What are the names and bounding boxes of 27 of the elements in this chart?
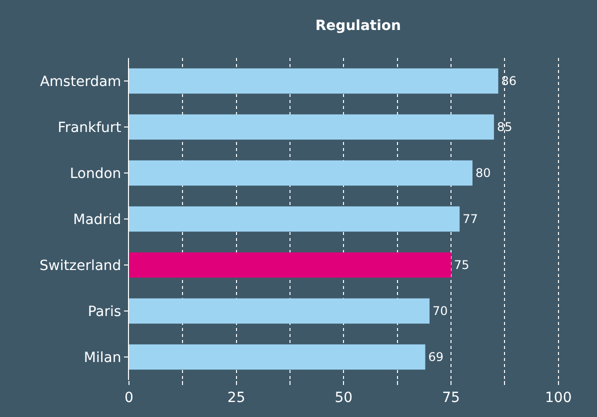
data-label: 86: [501, 74, 517, 88]
data-label: 75: [454, 258, 470, 272]
data-label: 77: [462, 212, 478, 226]
x-tick-label: 100: [544, 390, 572, 406]
y-tick-label: Milan: [84, 350, 122, 366]
y-tick-label: Switzerland: [40, 258, 122, 274]
bar: [129, 206, 460, 232]
x-tick-label: 25: [227, 390, 246, 406]
y-tick-label: Amsterdam: [40, 74, 122, 90]
chart-title: Regulation: [315, 18, 401, 34]
x-tick-label: 75: [442, 390, 460, 406]
bar: [129, 298, 430, 324]
bar: [129, 160, 472, 186]
data-label: 69: [428, 350, 444, 364]
y-tick-label: London: [70, 166, 122, 182]
data-label: 80: [475, 166, 491, 180]
y-tick-label: Frankfurt: [58, 120, 122, 136]
data-label: 85: [496, 120, 512, 134]
bar: [129, 344, 426, 370]
x-tick-label: 0: [124, 390, 134, 406]
bar: [129, 252, 452, 278]
y-tick-label: Paris: [88, 304, 122, 320]
y-tick-label: Madrid: [73, 212, 122, 228]
data-label: 70: [432, 304, 448, 318]
bar: [129, 68, 498, 94]
x-tick-label: 50: [334, 390, 353, 406]
bar: [129, 114, 494, 140]
